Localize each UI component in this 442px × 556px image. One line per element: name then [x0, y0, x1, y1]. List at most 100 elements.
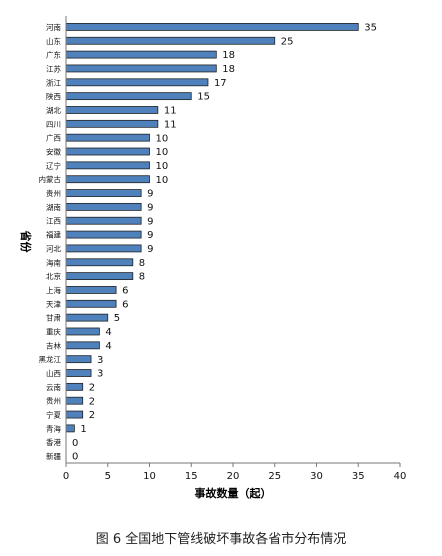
bar — [65, 258, 134, 267]
x-tick-label: 0 — [63, 471, 69, 482]
y-tick-label: 重庆 — [46, 326, 61, 336]
bar — [65, 78, 209, 87]
y-tick-label: 北京 — [46, 271, 61, 281]
value-label: 10 — [156, 161, 169, 172]
y-tick-label: 河南 — [46, 22, 61, 32]
y-tick-label: 甘肃 — [46, 313, 61, 323]
y-tick-label: 青海 — [46, 423, 61, 433]
y-tick-label: 宁夏 — [46, 410, 61, 420]
bar — [65, 133, 150, 142]
value-label: 35 — [364, 23, 377, 34]
bar — [65, 382, 84, 391]
value-label: 1 — [80, 424, 86, 435]
value-label: 0 — [72, 452, 78, 463]
x-tick-label: 35 — [352, 471, 365, 482]
value-label: 9 — [147, 230, 153, 241]
value-label: 25 — [281, 36, 294, 47]
bar — [65, 396, 84, 405]
value-label: 4 — [105, 327, 111, 338]
bar — [65, 341, 100, 350]
x-tick-label: 25 — [268, 471, 281, 482]
value-label: 9 — [147, 202, 153, 213]
bars-group — [65, 23, 359, 433]
x-tick-label: 15 — [185, 471, 198, 482]
value-labels-group: 3525181817151111101010109999988665443322… — [72, 23, 377, 463]
y-tick-label: 河北 — [46, 244, 61, 253]
bar — [65, 92, 192, 101]
y-tick-label: 上海 — [46, 285, 61, 295]
bar — [65, 286, 117, 294]
y-tick-label: 广西 — [46, 133, 61, 143]
value-label: 9 — [147, 244, 153, 255]
bar — [65, 106, 159, 114]
bar — [65, 216, 142, 225]
value-label: 6 — [122, 299, 128, 310]
bar — [65, 189, 142, 197]
y-tick-label: 山西 — [46, 368, 61, 378]
value-label: 4 — [105, 341, 111, 352]
y-tick-label: 湖北 — [46, 106, 61, 115]
value-label: 3 — [97, 355, 103, 366]
y-tick-label: 山东 — [46, 36, 61, 46]
y-tick-label: 福建 — [46, 230, 61, 240]
bar — [65, 272, 134, 281]
y-tick-labels-group: 河南山东广东江苏浙江陕西湖北四川广西安徽辽宁内蒙古贵州湖南江西福建河北海南北京上… — [39, 22, 62, 461]
bar — [65, 36, 276, 45]
bar — [65, 175, 150, 184]
y-tick-label: 广东 — [46, 50, 61, 60]
value-label: 5 — [114, 313, 120, 324]
value-label: 17 — [214, 78, 227, 89]
x-tick-label: 20 — [227, 471, 240, 482]
x-tick-label: 5 — [105, 471, 111, 482]
value-label: 2 — [89, 382, 95, 393]
bar — [65, 119, 159, 128]
y-tick-label: 安徽 — [46, 147, 61, 157]
x-tick-labels-group: 0 5 10 15 20 25 30 35 40 — [63, 463, 407, 482]
value-label: 8 — [139, 258, 145, 269]
y-tick-label: 浙江 — [46, 77, 61, 87]
value-label: 15 — [197, 92, 210, 103]
bar — [65, 230, 142, 239]
y-axis-label: 省份 — [19, 230, 33, 254]
y-tick-label: 辽宁 — [46, 160, 61, 170]
bar — [65, 147, 150, 156]
value-label: 9 — [147, 189, 153, 200]
y-tick-label: 海南 — [46, 257, 61, 267]
y-tick-label: 湖南 — [46, 202, 61, 212]
y-tick-label: 贵州 — [46, 188, 61, 198]
bar — [65, 299, 117, 308]
x-tick-label: 30 — [310, 471, 323, 482]
y-tick-label: 江西 — [46, 217, 61, 226]
bar — [65, 244, 142, 253]
value-label: 11 — [164, 106, 177, 117]
bar — [65, 64, 217, 73]
figure-caption: 图 6 全国地下管线破坏事故各省市分布情况 — [95, 532, 347, 547]
y-tick-label: 四川 — [46, 120, 61, 129]
bar — [65, 355, 92, 364]
value-label: 0 — [72, 438, 78, 449]
y-tick-label: 香港 — [46, 437, 61, 447]
value-label: 2 — [89, 410, 95, 421]
value-label: 11 — [164, 119, 177, 130]
value-label: 6 — [122, 286, 128, 297]
value-label: 10 — [156, 147, 169, 158]
y-tick-label: 内蒙古 — [39, 174, 62, 184]
bar — [65, 50, 217, 59]
bar — [65, 424, 75, 433]
value-label: 10 — [156, 133, 169, 144]
y-tick-label: 吉林 — [46, 340, 61, 350]
value-label: 18 — [222, 64, 235, 75]
y-tick-label: 陕西 — [46, 91, 61, 101]
bar — [65, 313, 109, 322]
value-label: 9 — [147, 216, 153, 227]
x-tick-label: 10 — [143, 471, 156, 482]
y-tick-label: 贵州 — [46, 396, 61, 406]
bar — [65, 161, 150, 170]
x-tick-label: 40 — [394, 471, 407, 482]
y-tick-label: 江苏 — [46, 63, 61, 73]
y-tick-label: 新疆 — [46, 451, 61, 461]
value-label: 3 — [97, 369, 103, 380]
bar — [65, 410, 84, 419]
y-tick-label: 云南 — [46, 382, 61, 392]
